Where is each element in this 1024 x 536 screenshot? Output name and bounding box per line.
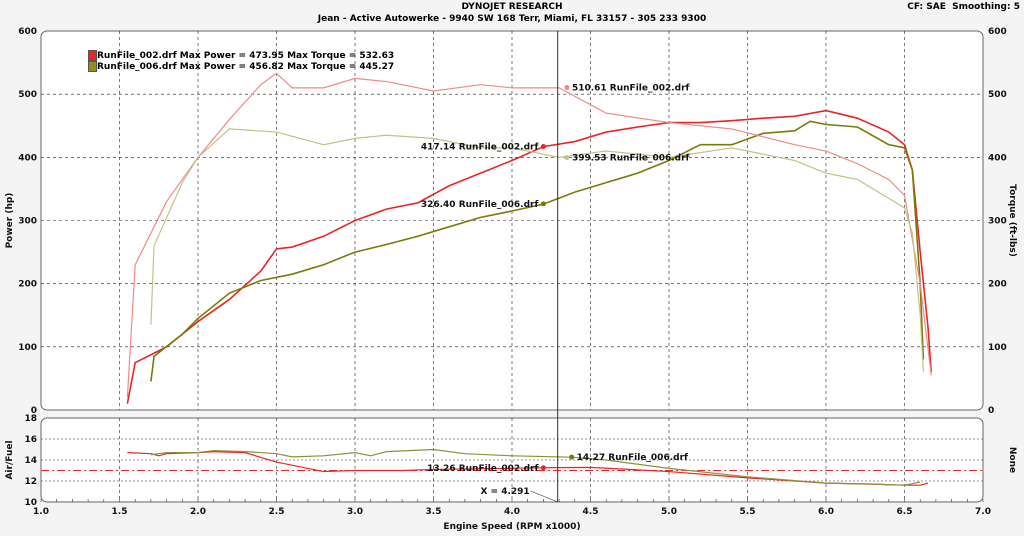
annotation-marker — [564, 155, 570, 161]
legend-label-002: RunFile_002.drf Max Power = 473.95 Max T… — [97, 51, 395, 61]
y-axis-label: Air/Fuel — [5, 440, 15, 479]
y2-tick-label: 600 — [988, 27, 1007, 37]
series-line-runfile-002-drf-torque — [126, 72, 932, 398]
y-tick-label: 16 — [24, 435, 37, 445]
annotation-label: 510.61 RunFile_002.drf — [572, 83, 690, 93]
series-line-runfile-006-drf-torque — [150, 128, 924, 373]
y2-tick-label: 400 — [988, 153, 1007, 163]
settings-label: CF: SAE Smoothing: 5 — [907, 2, 1020, 12]
annotation-marker — [540, 144, 546, 150]
x-tick-label: 5.5 — [740, 507, 756, 517]
cursor-leader — [530, 490, 558, 503]
x-axis-label: Engine Speed (RPM x1000) — [443, 522, 580, 532]
y2-tick-label: 300 — [988, 217, 1007, 227]
report-subtitle: Jean - Active Autowerke - 9940 SW 168 Te… — [317, 14, 707, 24]
x-tick-label: 2.5 — [269, 507, 285, 517]
y2-tick-label: 0 — [988, 406, 994, 416]
x-tick-label: 5.0 — [661, 507, 677, 517]
y-tick-label: 500 — [18, 90, 37, 100]
y2-tick-label: 100 — [988, 343, 1007, 353]
series-line-runfile-006-drf — [150, 448, 921, 486]
annotation-marker — [540, 201, 546, 207]
series-line-runfile-002-drf-power — [126, 109, 932, 404]
y-tick-label: 300 — [18, 217, 37, 227]
legend-swatch-006 — [88, 61, 97, 72]
y-tick-label: 400 — [18, 153, 37, 163]
x-tick-label: 3.0 — [347, 507, 363, 517]
annotation-marker — [540, 465, 546, 471]
x-tick-label: 6.5 — [897, 507, 913, 517]
x-tick-label: 6.0 — [818, 507, 834, 517]
annotation-label: 399.53 RunFile_006.drf — [572, 154, 690, 164]
x-tick-label: 1.0 — [33, 507, 49, 517]
annotation-label: 14.27 RunFile_006.drf — [577, 453, 688, 463]
legend-label-006: RunFile_006.drf Max Power = 456.82 Max T… — [97, 62, 395, 72]
x-tick-label: 3.5 — [426, 507, 442, 517]
y-tick-label: 10 — [24, 498, 37, 508]
y-tick-label: 600 — [18, 27, 37, 37]
y-tick-label: 12 — [24, 477, 37, 487]
cursor-label: X = 4.291 — [480, 487, 529, 497]
y2-axis-label: None — [1007, 447, 1017, 473]
x-tick-label: 1.5 — [112, 507, 128, 517]
legend-006: RunFile_006.drf Max Power = 456.82 Max T… — [88, 61, 394, 72]
y2-axis-label: Torque (ft-lbs) — [1007, 184, 1017, 257]
y2-tick-label: 200 — [988, 280, 1007, 290]
y2-tick-label: 500 — [988, 90, 1007, 100]
annotation-marker — [569, 454, 575, 460]
annotation-label: 326.40 RunFile_006.drf — [421, 200, 539, 210]
x-tick-label: 4.0 — [504, 507, 520, 517]
y-tick-label: 18 — [24, 414, 37, 424]
y-tick-label: 0 — [31, 406, 37, 416]
x-tick-label: 4.5 — [583, 507, 599, 517]
annotation-label: 13.26 RunFile_002.drf — [427, 464, 538, 474]
x-tick-label: 7.0 — [975, 507, 991, 517]
y-tick-label: 100 — [18, 343, 37, 353]
legend-swatch-002 — [88, 50, 97, 61]
annotation-label: 417.14 RunFile_002.drf — [421, 143, 539, 153]
y-tick-label: 200 — [18, 280, 37, 290]
x-tick-label: 2.0 — [190, 507, 206, 517]
annotation-marker — [564, 84, 570, 90]
legend-002: RunFile_002.drf Max Power = 473.95 Max T… — [88, 50, 394, 61]
y-tick-label: 14 — [24, 456, 37, 466]
y-axis-label: Power (hp) — [5, 193, 15, 249]
series-line-runfile-006-drf-power — [150, 120, 925, 382]
report-title: DYNOJET RESEARCH — [461, 2, 563, 12]
